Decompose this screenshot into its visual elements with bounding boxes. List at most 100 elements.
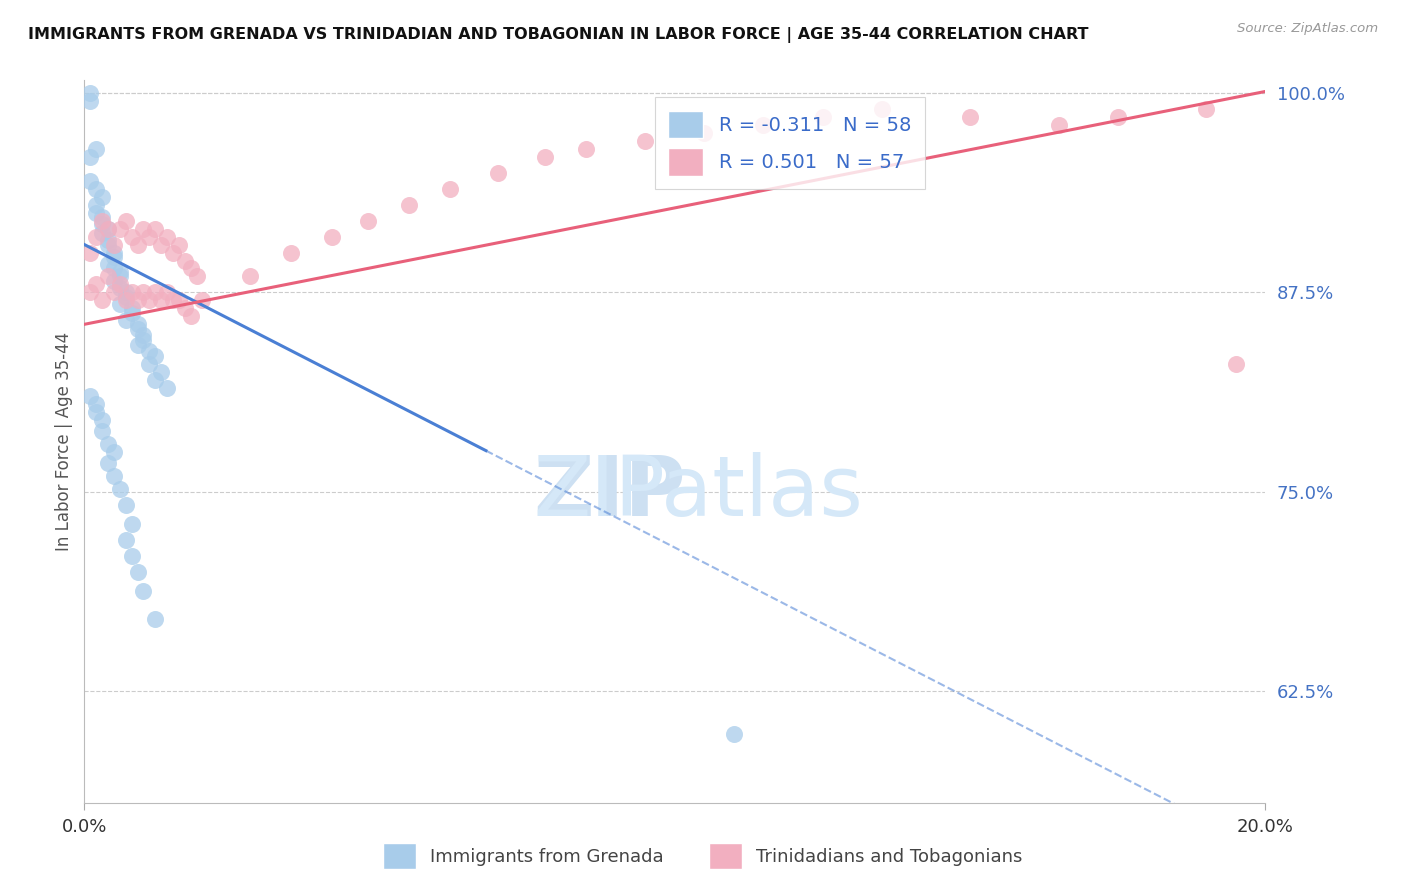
- Legend: Immigrants from Grenada, Trinidadians and Tobagonians: Immigrants from Grenada, Trinidadians an…: [377, 836, 1029, 876]
- Point: [121, 549, 143, 563]
- Point: [91, 190, 114, 204]
- Point: [138, 229, 160, 244]
- Text: ZIP: ZIP: [533, 451, 686, 533]
- Point: [97, 237, 120, 252]
- Point: [84, 142, 107, 156]
- Point: [138, 344, 160, 359]
- Point: [321, 229, 343, 244]
- Point: [398, 197, 420, 211]
- Point: [114, 213, 136, 227]
- Point: [79, 285, 101, 300]
- Point: [103, 245, 125, 260]
- Point: [143, 349, 166, 363]
- Point: [357, 213, 380, 227]
- Point: [121, 285, 143, 300]
- Point: [959, 110, 981, 124]
- Point: [97, 257, 120, 271]
- Point: [143, 285, 166, 300]
- Point: [97, 233, 120, 247]
- Point: [91, 424, 114, 438]
- Point: [91, 413, 114, 427]
- Point: [79, 389, 101, 403]
- Point: [132, 328, 155, 343]
- Point: [811, 110, 834, 124]
- Point: [439, 182, 461, 196]
- Point: [693, 126, 716, 140]
- Point: [132, 285, 155, 300]
- Point: [127, 338, 149, 352]
- Point: [103, 445, 125, 459]
- Point: [84, 197, 107, 211]
- Point: [114, 293, 136, 308]
- Point: [1225, 357, 1247, 371]
- Point: [108, 482, 131, 496]
- Point: [103, 237, 125, 252]
- Point: [108, 280, 131, 294]
- Point: [156, 285, 179, 300]
- Point: [108, 265, 131, 279]
- Point: [486, 166, 509, 180]
- Point: [127, 322, 149, 336]
- Point: [108, 269, 131, 284]
- Point: [127, 565, 149, 579]
- Point: [132, 333, 155, 347]
- Point: [114, 498, 136, 512]
- Point: [173, 301, 195, 316]
- Point: [173, 253, 195, 268]
- Point: [167, 237, 190, 252]
- Point: [97, 456, 120, 470]
- Point: [138, 357, 160, 371]
- Point: [121, 516, 143, 531]
- Point: [121, 301, 143, 316]
- Point: [156, 381, 179, 395]
- Point: [108, 296, 131, 310]
- Legend: R = -0.311   N = 58, R = 0.501   N = 57: R = -0.311 N = 58, R = 0.501 N = 57: [655, 97, 925, 189]
- Point: [180, 261, 202, 276]
- Point: [162, 245, 184, 260]
- Point: [97, 221, 120, 235]
- Point: [167, 293, 190, 308]
- Text: IMMIGRANTS FROM GRENADA VS TRINIDADIAN AND TOBAGONIAN IN LABOR FORCE | AGE 35-44: IMMIGRANTS FROM GRENADA VS TRINIDADIAN A…: [28, 27, 1088, 43]
- Point: [91, 227, 114, 241]
- Point: [79, 86, 101, 100]
- Point: [127, 293, 149, 308]
- Point: [114, 312, 136, 326]
- Point: [150, 293, 173, 308]
- Point: [143, 221, 166, 235]
- Point: [84, 205, 107, 219]
- Point: [1047, 118, 1070, 132]
- Point: [121, 306, 143, 320]
- Point: [91, 213, 114, 227]
- Point: [97, 269, 120, 284]
- Point: [103, 250, 125, 264]
- Point: [84, 182, 107, 196]
- Text: Source: ZipAtlas.com: Source: ZipAtlas.com: [1237, 22, 1378, 36]
- Point: [97, 221, 120, 235]
- Point: [79, 94, 101, 108]
- Point: [103, 285, 125, 300]
- Point: [91, 293, 114, 308]
- Point: [79, 174, 101, 188]
- Point: [127, 318, 149, 332]
- Point: [114, 533, 136, 547]
- Point: [534, 150, 557, 164]
- Point: [91, 217, 114, 231]
- Point: [634, 134, 657, 148]
- Point: [103, 261, 125, 276]
- Point: [108, 277, 131, 292]
- Point: [79, 150, 101, 164]
- Point: [143, 612, 166, 626]
- Point: [280, 245, 302, 260]
- Point: [103, 468, 125, 483]
- Y-axis label: In Labor Force | Age 35-44: In Labor Force | Age 35-44: [55, 332, 73, 551]
- Point: [132, 221, 155, 235]
- Point: [84, 397, 107, 411]
- Point: [84, 229, 107, 244]
- Point: [1107, 110, 1129, 124]
- Point: [84, 277, 107, 292]
- Point: [191, 293, 214, 308]
- Point: [162, 293, 184, 308]
- Point: [1195, 102, 1218, 116]
- Point: [239, 269, 262, 284]
- Point: [79, 245, 101, 260]
